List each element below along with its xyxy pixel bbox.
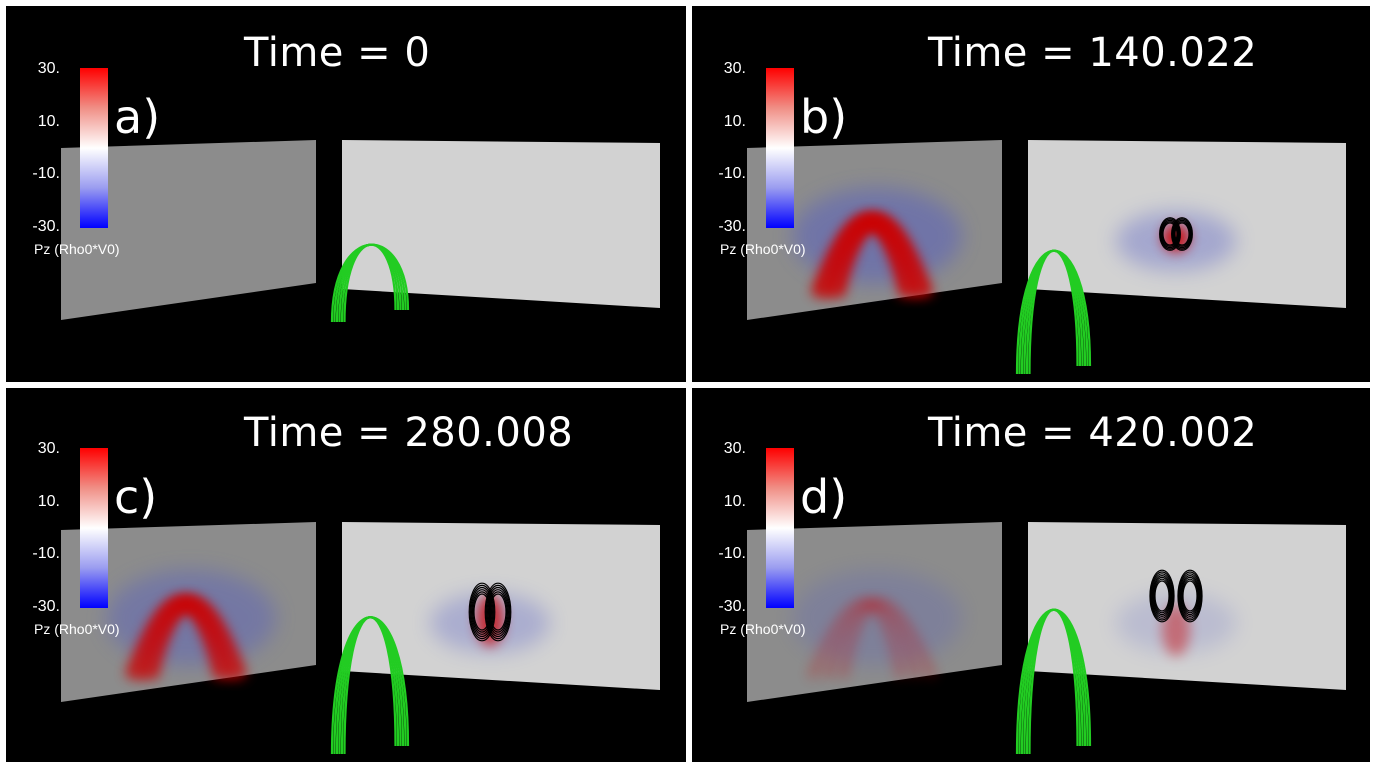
panel-a: Time = 0 30. 10. -10. -30. Pz (Rho0*V0) … bbox=[6, 6, 686, 382]
pz-negative-halo bbox=[792, 188, 962, 284]
colorbar-tick: -30. bbox=[32, 218, 60, 235]
time-title: Time = 140.022 bbox=[928, 30, 1258, 76]
panel-label: a) bbox=[114, 90, 161, 144]
contour-line bbox=[1177, 569, 1203, 623]
contour-line bbox=[1159, 217, 1181, 251]
colorbar-tick: 30. bbox=[37, 440, 60, 457]
contour-line bbox=[1180, 576, 1200, 616]
contour-line bbox=[487, 589, 509, 635]
colorbar-tick: -10. bbox=[718, 545, 746, 562]
contour-line bbox=[1159, 218, 1181, 250]
colorbar bbox=[80, 68, 108, 228]
colorbar bbox=[80, 448, 108, 608]
loop-fieldline bbox=[343, 243, 397, 323]
pz-negative-halo bbox=[106, 570, 276, 666]
colorbar-tick: -10. bbox=[32, 545, 60, 562]
colorbar bbox=[766, 448, 794, 608]
contour-line bbox=[1173, 221, 1191, 247]
colorbar-tick: -30. bbox=[32, 598, 60, 615]
loop-fieldline bbox=[343, 616, 397, 755]
colorbar-tick: -10. bbox=[718, 165, 746, 182]
contour-line bbox=[1179, 575, 1201, 618]
scene-3d bbox=[747, 140, 1346, 375]
loop-fieldline bbox=[1028, 608, 1079, 755]
contour-line bbox=[1178, 571, 1202, 621]
time-title: Time = 420.002 bbox=[928, 410, 1258, 456]
contour-line bbox=[471, 589, 493, 635]
left-plane bbox=[61, 140, 316, 320]
contour-line bbox=[486, 586, 510, 638]
contour-line bbox=[469, 584, 495, 640]
contour-line bbox=[1162, 222, 1178, 246]
magnetic-loop bbox=[1015, 249, 1092, 375]
magnetic-loop bbox=[1015, 608, 1092, 755]
contour-line bbox=[1172, 219, 1192, 249]
time-title: Time = 0 bbox=[244, 30, 431, 76]
colorbar-tick: -30. bbox=[718, 218, 746, 235]
pz-negative-halo bbox=[792, 570, 962, 666]
colorbar-tick: -10. bbox=[32, 165, 60, 182]
contour-line bbox=[1149, 569, 1175, 623]
colorbar-tick: 10. bbox=[723, 493, 746, 510]
contour-line bbox=[484, 582, 512, 642]
magnetic-loop bbox=[330, 243, 410, 323]
contour-line bbox=[489, 593, 507, 631]
colorbar bbox=[766, 68, 794, 228]
scene-3d bbox=[61, 522, 660, 755]
panel-label: b) bbox=[800, 90, 848, 144]
panel-c: Time = 280.008 30. 10. -10. -30. Pz (Rho… bbox=[6, 388, 686, 762]
colorbar-tick: 30. bbox=[37, 60, 60, 77]
pz-positive-arch bbox=[144, 596, 248, 681]
contour-line bbox=[1154, 580, 1170, 612]
contour-line bbox=[1151, 573, 1173, 619]
right-plane bbox=[342, 140, 660, 308]
contour-line bbox=[470, 586, 494, 638]
colorbar-title: Pz (Rho0*V0) bbox=[34, 621, 120, 637]
pz-positive-arch bbox=[838, 598, 938, 680]
contour-lines bbox=[468, 582, 512, 642]
panel-d: Time = 420.002 30. 10. -10. -30. Pz (Rho… bbox=[692, 388, 1370, 762]
colorbar-title: Pz (Rho0*V0) bbox=[720, 241, 806, 257]
colorbar-title: Pz (Rho0*V0) bbox=[34, 241, 120, 257]
time-title: Time = 280.008 bbox=[244, 410, 574, 456]
loop-fieldline bbox=[1028, 249, 1079, 375]
panel-b: Time = 140.022 30. 10. -10. -30. Pz (Rho… bbox=[692, 6, 1370, 382]
contour-line bbox=[468, 582, 496, 642]
contour-line bbox=[488, 591, 508, 633]
contour-line bbox=[472, 591, 492, 633]
contour-line bbox=[1182, 580, 1198, 612]
panel-label: c) bbox=[114, 470, 158, 524]
contour-line bbox=[1160, 219, 1180, 249]
colorbar-tick: 30. bbox=[723, 60, 746, 77]
contour-line bbox=[1174, 222, 1190, 246]
contour-line bbox=[1151, 575, 1173, 618]
contour-line bbox=[1152, 576, 1172, 616]
contour-line bbox=[1181, 578, 1199, 614]
contour-line bbox=[1171, 218, 1193, 250]
scene-3d bbox=[61, 140, 660, 323]
contour-line bbox=[1150, 571, 1174, 621]
colorbar-tick: 10. bbox=[37, 493, 60, 510]
colorbar-tick: 10. bbox=[723, 113, 746, 130]
contour-line bbox=[1179, 573, 1201, 619]
magnetic-loop bbox=[330, 616, 410, 755]
colorbar-tick: -30. bbox=[718, 598, 746, 615]
colorbar-tick: 30. bbox=[723, 440, 746, 457]
colorbar-title: Pz (Rho0*V0) bbox=[720, 621, 806, 637]
contour-lines bbox=[1159, 217, 1193, 251]
contour-line bbox=[1171, 217, 1193, 251]
scene-3d bbox=[747, 522, 1346, 755]
contour-lines bbox=[1149, 569, 1203, 623]
panel-label: d) bbox=[800, 470, 848, 524]
contour-line bbox=[1153, 578, 1171, 614]
contour-line bbox=[1161, 221, 1179, 247]
colorbar-tick: 10. bbox=[37, 113, 60, 130]
contour-line bbox=[485, 584, 511, 640]
pz-positive-arch bbox=[830, 214, 934, 299]
